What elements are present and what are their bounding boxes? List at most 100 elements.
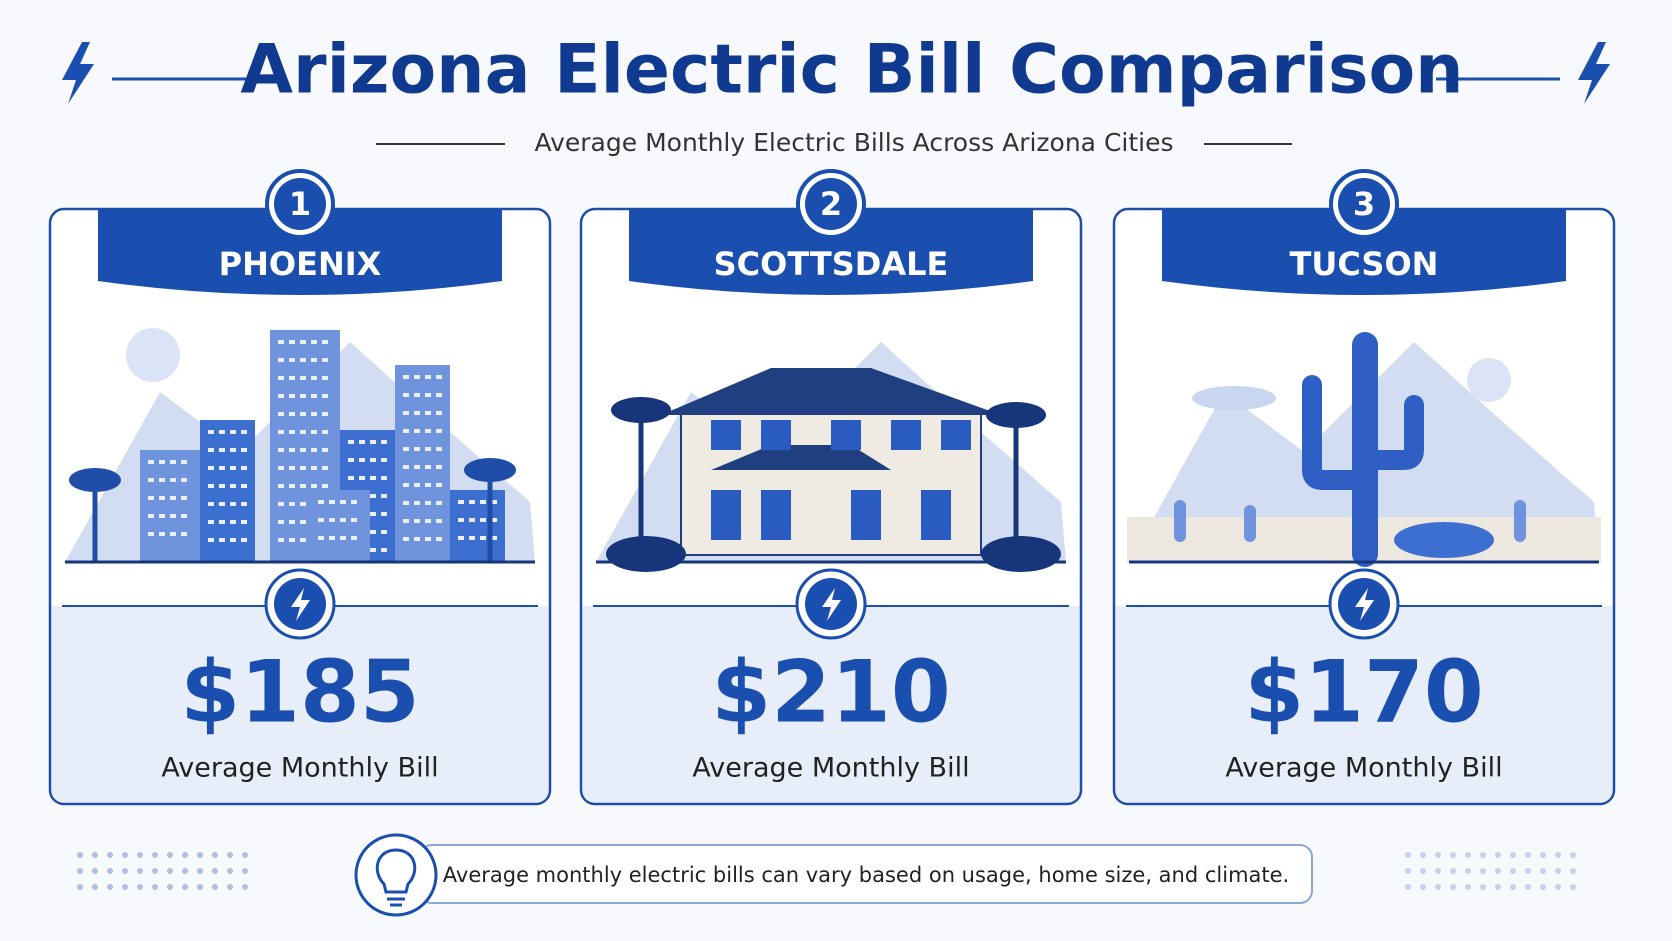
cactus-arm (1302, 375, 1362, 490)
shrubs (1394, 522, 1494, 558)
dot (77, 852, 83, 858)
rank-badge-inner (1338, 178, 1390, 230)
subtitle: Average Monthly Electric Bills Across Ar… (534, 128, 1173, 157)
dot (1540, 884, 1546, 890)
bolt-icon (822, 588, 841, 621)
rank-badge-inner (805, 178, 857, 230)
dot (1435, 868, 1441, 874)
dot (1495, 868, 1501, 874)
bolt-icon (1578, 42, 1610, 104)
dot (137, 884, 143, 890)
dot (152, 868, 158, 874)
dot (167, 868, 173, 874)
dot (152, 852, 158, 858)
dot (122, 868, 128, 874)
bill-caption: Average Monthly Bill (692, 753, 969, 784)
dot (1405, 884, 1411, 890)
dot (167, 852, 173, 858)
card-lower-panel (1115, 606, 1613, 803)
dot (242, 868, 248, 874)
window (761, 490, 791, 540)
rank-number: 1 (289, 185, 311, 223)
dot (212, 868, 218, 874)
dot (242, 852, 248, 858)
window (761, 420, 791, 450)
small-cactus (1174, 500, 1186, 542)
dot (1510, 852, 1516, 858)
dot (152, 884, 158, 890)
city-card: 2 SCOTTSDALE $210 Average Monthly Bill (579, 169, 1083, 806)
dot (1540, 852, 1546, 858)
dot (182, 852, 188, 858)
bolt-icon (62, 42, 94, 104)
dot (1510, 868, 1516, 874)
dot (1420, 868, 1426, 874)
dot (197, 884, 203, 890)
city-name: SCOTTSDALE (714, 245, 949, 283)
dot (182, 884, 188, 890)
dot (197, 852, 203, 858)
dot (122, 884, 128, 890)
dot (1420, 852, 1426, 858)
dot (227, 884, 233, 890)
dot (77, 868, 83, 874)
card-lower-panel (51, 606, 549, 803)
dot (92, 852, 98, 858)
city-card: 3 TUCSON $170 Average Monthly Bill (1112, 169, 1616, 806)
title: Arizona Electric Bill Comparison (240, 31, 1463, 110)
shrubs (606, 536, 686, 572)
dot (1450, 852, 1456, 858)
bolt-icon (291, 588, 310, 621)
small-cactus (1244, 505, 1256, 542)
building (140, 450, 200, 562)
building (395, 365, 450, 562)
window (711, 420, 741, 450)
dot (92, 884, 98, 890)
window (891, 420, 921, 450)
sun (126, 328, 180, 382)
cactus (1352, 332, 1378, 567)
dot (107, 852, 113, 858)
palm-leaves (611, 397, 671, 423)
bill-amount: $210 (711, 642, 950, 742)
window (851, 490, 881, 540)
bill-caption: Average Monthly Bill (161, 753, 438, 784)
dot (1510, 884, 1516, 890)
dot (1465, 852, 1471, 858)
dot (1495, 884, 1501, 890)
city-tab (1162, 209, 1566, 295)
window (831, 420, 861, 450)
dot (1525, 868, 1531, 874)
dot (122, 852, 128, 858)
dot (197, 868, 203, 874)
dot (1555, 852, 1561, 858)
cactus-arm (1368, 395, 1424, 470)
bulb-icon (375, 848, 417, 907)
window (921, 490, 951, 540)
dot (212, 884, 218, 890)
dot (1465, 868, 1471, 874)
window (941, 420, 971, 450)
city-tab (629, 209, 1033, 295)
bill-amount: $185 (180, 642, 419, 742)
dot (1555, 884, 1561, 890)
dot (77, 884, 83, 890)
dot (1480, 884, 1486, 890)
rank-number: 3 (1353, 185, 1375, 223)
dot (182, 868, 188, 874)
dot (1570, 884, 1576, 890)
dot (1450, 868, 1456, 874)
sun (1467, 358, 1511, 402)
dot (1435, 852, 1441, 858)
cloud (1192, 386, 1276, 410)
dot (1540, 868, 1546, 874)
city-name: PHOENIX (219, 245, 382, 283)
dot (1465, 884, 1471, 890)
city-name: TUCSON (1290, 245, 1439, 283)
dot (1450, 884, 1456, 890)
rank-badge-inner (274, 178, 326, 230)
dot (1480, 852, 1486, 858)
window (711, 490, 741, 540)
